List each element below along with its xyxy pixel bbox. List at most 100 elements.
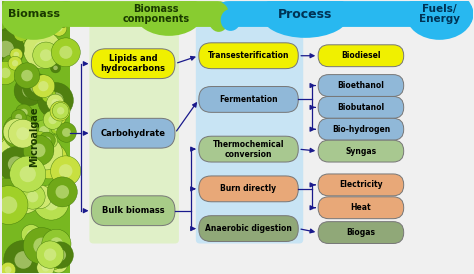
Text: Biomass
components: Biomass components: [122, 4, 190, 24]
Circle shape: [47, 92, 64, 108]
FancyBboxPatch shape: [318, 174, 404, 196]
Circle shape: [0, 178, 24, 212]
Circle shape: [50, 237, 63, 250]
Text: Fuels/
Energy: Fuels/ Energy: [419, 4, 460, 24]
Circle shape: [51, 123, 62, 134]
Circle shape: [4, 240, 43, 274]
FancyBboxPatch shape: [318, 96, 404, 118]
Circle shape: [46, 232, 66, 252]
FancyBboxPatch shape: [2, 1, 70, 273]
FancyBboxPatch shape: [91, 196, 175, 226]
Circle shape: [3, 119, 29, 145]
Circle shape: [20, 109, 28, 116]
Circle shape: [47, 138, 54, 144]
FancyBboxPatch shape: [318, 45, 404, 67]
Circle shape: [21, 197, 27, 203]
Circle shape: [0, 61, 17, 85]
Circle shape: [54, 126, 59, 131]
Circle shape: [16, 127, 29, 140]
Text: Biogas: Biogas: [346, 228, 375, 237]
Text: Biobutanol: Biobutanol: [337, 103, 384, 112]
Circle shape: [13, 33, 21, 41]
Text: Bio-hydrogen: Bio-hydrogen: [332, 125, 390, 134]
Circle shape: [34, 41, 51, 58]
Circle shape: [22, 84, 36, 98]
Circle shape: [14, 178, 38, 203]
Circle shape: [18, 3, 50, 35]
FancyBboxPatch shape: [199, 43, 298, 69]
Circle shape: [38, 146, 54, 161]
Circle shape: [53, 65, 58, 70]
Circle shape: [16, 187, 32, 204]
FancyBboxPatch shape: [318, 118, 404, 140]
Circle shape: [50, 110, 60, 121]
Circle shape: [21, 187, 28, 194]
Circle shape: [8, 156, 24, 172]
Circle shape: [47, 177, 77, 207]
Circle shape: [62, 128, 71, 137]
Circle shape: [25, 172, 32, 179]
Text: Syngas: Syngas: [346, 147, 376, 156]
Circle shape: [26, 16, 33, 24]
Circle shape: [5, 176, 43, 214]
Circle shape: [46, 94, 64, 111]
Circle shape: [8, 56, 22, 70]
Circle shape: [34, 185, 69, 220]
Text: Carbohydrate: Carbohydrate: [100, 129, 166, 138]
Circle shape: [33, 42, 59, 68]
FancyBboxPatch shape: [216, 1, 474, 27]
Text: Lipids and
hydrocarbons: Lipids and hydrocarbons: [100, 54, 166, 73]
Circle shape: [23, 166, 30, 173]
Circle shape: [23, 135, 54, 166]
Circle shape: [44, 134, 58, 148]
Circle shape: [18, 30, 25, 37]
Circle shape: [55, 260, 63, 268]
Circle shape: [7, 144, 20, 158]
Text: Process: Process: [278, 7, 332, 21]
Circle shape: [48, 116, 57, 124]
Circle shape: [54, 249, 66, 261]
Circle shape: [43, 195, 59, 210]
Circle shape: [0, 262, 16, 274]
Circle shape: [43, 110, 62, 129]
Circle shape: [0, 131, 37, 169]
Circle shape: [4, 58, 15, 68]
Circle shape: [52, 102, 69, 119]
Circle shape: [51, 156, 81, 186]
FancyBboxPatch shape: [251, 5, 429, 23]
Circle shape: [28, 185, 52, 209]
Circle shape: [13, 124, 29, 140]
Circle shape: [57, 107, 64, 115]
Circle shape: [35, 238, 67, 270]
Circle shape: [19, 166, 36, 182]
Circle shape: [41, 9, 55, 23]
Circle shape: [0, 28, 17, 46]
Circle shape: [47, 0, 75, 28]
Circle shape: [23, 227, 60, 264]
Circle shape: [0, 30, 24, 68]
Circle shape: [27, 230, 36, 239]
Circle shape: [13, 52, 19, 58]
Circle shape: [50, 63, 61, 73]
Circle shape: [21, 167, 36, 183]
Circle shape: [8, 28, 26, 46]
Circle shape: [42, 264, 50, 272]
Circle shape: [36, 241, 64, 268]
Circle shape: [13, 135, 22, 144]
Circle shape: [9, 156, 46, 192]
Circle shape: [11, 110, 26, 125]
Circle shape: [44, 247, 58, 261]
Text: Burn directly: Burn directly: [220, 184, 277, 193]
Circle shape: [32, 21, 46, 35]
Circle shape: [30, 140, 45, 155]
Circle shape: [51, 99, 59, 107]
Circle shape: [37, 259, 55, 274]
Circle shape: [39, 132, 55, 149]
Circle shape: [38, 82, 73, 118]
Circle shape: [33, 238, 50, 254]
Circle shape: [0, 196, 17, 214]
Circle shape: [20, 131, 54, 164]
Circle shape: [40, 49, 52, 61]
FancyBboxPatch shape: [318, 75, 404, 96]
Circle shape: [1, 55, 22, 75]
